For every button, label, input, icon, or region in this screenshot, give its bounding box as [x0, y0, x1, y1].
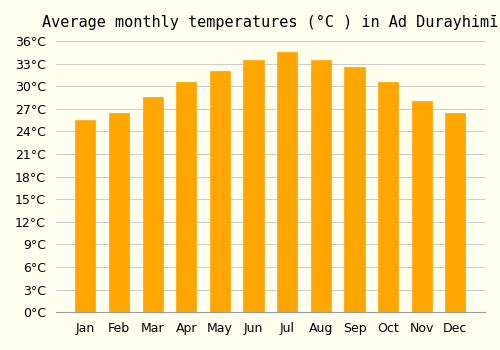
Bar [142, 97, 163, 312]
Bar [446, 112, 466, 312]
Bar [75, 120, 96, 312]
Bar [412, 101, 432, 312]
Bar [244, 60, 264, 312]
Bar [378, 82, 398, 312]
Bar [109, 112, 129, 312]
Bar [176, 82, 197, 312]
Bar [277, 52, 297, 312]
Bar [210, 71, 230, 312]
Title: Average monthly temperatures (°C ) in Ad Durayhimī: Average monthly temperatures (°C ) in Ad… [42, 15, 498, 30]
Bar [310, 60, 331, 312]
Bar [344, 67, 364, 312]
